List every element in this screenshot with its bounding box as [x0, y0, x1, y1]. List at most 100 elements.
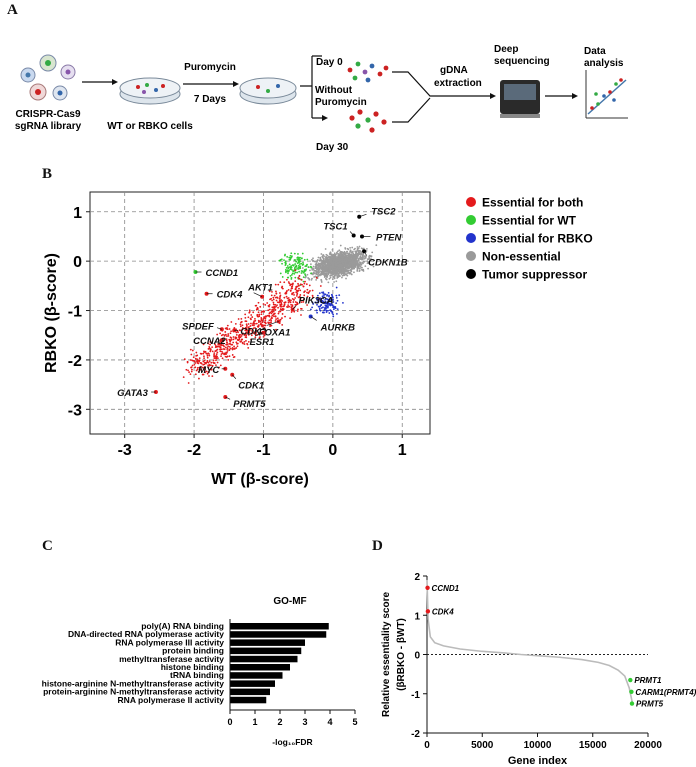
point-non-essential — [306, 273, 309, 276]
point-non-essential — [359, 261, 362, 264]
point-non-essential — [326, 254, 329, 257]
split-bracket — [300, 55, 322, 119]
analysis-plot-icon — [585, 70, 628, 119]
point-non-essential — [356, 268, 359, 270]
plot-frame — [89, 191, 431, 435]
d-y-tick-label: -1 — [411, 690, 420, 701]
day0-cells-icon — [347, 61, 389, 83]
point-non-essential — [354, 250, 357, 253]
point-non-essential — [339, 252, 342, 255]
analysis-line-2: analysis — [584, 58, 624, 69]
d-y-tick-label: 0 — [414, 651, 420, 662]
point-non-essential — [309, 269, 311, 272]
point-non-essential — [358, 267, 361, 270]
panel-label-b: B — [42, 166, 53, 182]
point-non-essential — [318, 268, 321, 271]
point-non-essential — [349, 246, 352, 249]
point-non-essential — [364, 265, 367, 268]
point-non-essential — [348, 252, 351, 255]
point-non-essential — [363, 260, 366, 263]
panel-label-c: C — [42, 538, 53, 554]
d-x-tick-label: 20000 — [634, 740, 662, 751]
point-non-essential — [314, 260, 316, 263]
day30-cells-icon — [349, 109, 387, 133]
point-non-essential — [372, 260, 375, 262]
analysis-line-1: Data — [584, 46, 606, 57]
point-non-essential — [312, 257, 314, 260]
d-gene-label: PRMT5 — [636, 700, 664, 709]
library-line-1: CRISPR-Cas9 — [15, 109, 80, 120]
point-non-essential — [335, 274, 337, 277]
d-gene-point-cdk4 — [425, 609, 431, 614]
panel-label-d: D — [372, 538, 383, 554]
point-non-essential — [356, 246, 359, 248]
essentiality-curve — [426, 579, 634, 704]
point-non-essential — [369, 259, 372, 261]
point-non-essential — [360, 247, 363, 250]
point-non-essential — [327, 281, 330, 284]
without-line-1: Without — [315, 85, 353, 96]
point-non-essential — [316, 261, 318, 263]
d-x-tick-label: 5000 — [471, 740, 494, 751]
selection-line-2: 7 Days — [194, 94, 227, 105]
dish-1-icon — [119, 77, 181, 105]
d-y-axis-subtitle: (βRBKO - βWT) — [396, 618, 407, 691]
d-gene-label: CDK4 — [432, 607, 454, 616]
point-non-essential — [324, 248, 327, 250]
d-gene-point-prmt5 — [629, 701, 635, 706]
point-non-essential — [311, 259, 314, 262]
d-y-axis-title: Relative essentiality score — [381, 592, 392, 718]
point-non-essential — [315, 273, 318, 276]
cells-label: WT or RBKO cells — [107, 121, 193, 132]
d-gene-point-prmt1 — [628, 677, 633, 683]
point-non-essential — [328, 277, 331, 280]
point-non-essential — [350, 273, 353, 276]
extraction-line-1: gDNA — [440, 65, 468, 76]
sequencer-icon — [500, 80, 540, 118]
d-x-tick-label: 10000 — [524, 740, 552, 751]
point-non-essential — [335, 280, 338, 283]
point-non-essential — [315, 278, 318, 281]
d-gene-point-carm1(prmt4) — [629, 689, 634, 694]
point-non-essential — [333, 252, 336, 255]
point-non-essential — [305, 275, 307, 278]
selection-line-1: Puromycin — [184, 62, 236, 73]
point-non-essential — [320, 253, 323, 255]
point-non-essential — [351, 246, 354, 249]
d-gene-label: CARM1(PRMT4) — [635, 688, 696, 697]
library-line-2: sgRNA library — [15, 121, 82, 132]
point-non-essential — [331, 278, 334, 281]
point-non-essential — [366, 258, 369, 261]
point-non-essential — [317, 269, 320, 271]
point-non-essential — [368, 258, 371, 260]
point-non-essential — [313, 270, 316, 272]
point-non-essential — [317, 256, 320, 259]
d-x-tick-label: 15000 — [579, 740, 607, 751]
merge-lines — [392, 71, 470, 123]
point-non-essential — [358, 257, 361, 260]
point-non-essential — [339, 244, 342, 247]
point-non-essential — [326, 256, 329, 259]
point-non-essential — [333, 277, 336, 280]
point-non-essential — [325, 278, 328, 281]
point-non-essential — [371, 251, 374, 254]
d-gene-label: PRMT1 — [634, 676, 662, 685]
point-non-essential — [338, 249, 341, 252]
point-non-essential — [321, 255, 324, 258]
point-non-essential — [301, 267, 304, 269]
d-gene-point-ccnd1 — [425, 585, 430, 590]
point-non-essential — [358, 245, 361, 248]
d-x-tick-label: 0 — [424, 740, 430, 751]
point-non-essential — [356, 270, 359, 272]
point-non-essential — [326, 276, 328, 279]
d-x-axis-title: Gene index — [508, 755, 568, 767]
point-non-essential — [345, 277, 347, 280]
point-non-essential — [325, 274, 328, 277]
point-non-essential — [312, 265, 315, 268]
day30-label: Day 30 — [316, 142, 349, 153]
day0-label: Day 0 — [316, 57, 343, 68]
point-non-essential — [365, 250, 368, 252]
d-y-tick-label: 1 — [414, 611, 420, 622]
d-y-tick-label: 2 — [414, 572, 420, 583]
